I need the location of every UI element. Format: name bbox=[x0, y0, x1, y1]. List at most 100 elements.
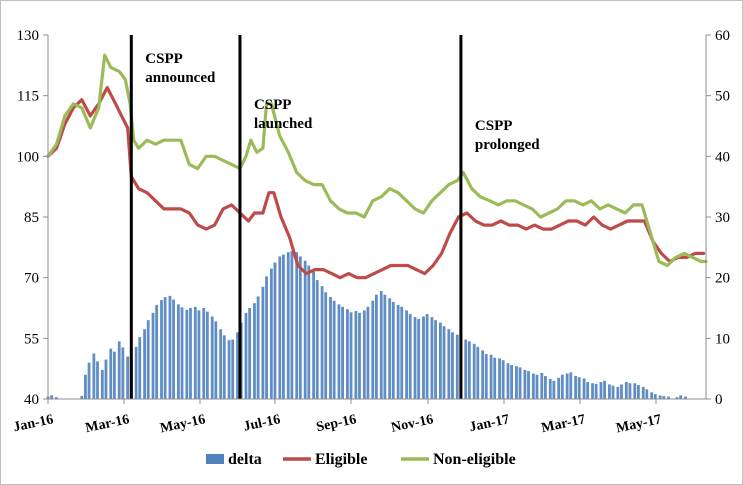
delta-bar bbox=[684, 396, 687, 399]
delta-bar bbox=[371, 300, 375, 399]
delta-bar bbox=[408, 314, 412, 399]
delta-bar bbox=[320, 286, 324, 399]
delta-bar bbox=[55, 397, 58, 399]
delta-bar bbox=[560, 374, 564, 399]
delta-bar bbox=[265, 276, 268, 399]
delta-bar bbox=[324, 292, 328, 399]
delta-bar bbox=[577, 377, 581, 399]
y-right-tick-label: 20 bbox=[715, 271, 730, 287]
delta-bar bbox=[591, 383, 594, 399]
delta-bar bbox=[286, 252, 290, 399]
delta-bar bbox=[616, 386, 620, 399]
delta-bar bbox=[138, 337, 142, 399]
delta-bar bbox=[527, 371, 530, 399]
delta-bar bbox=[586, 382, 590, 399]
delta-bar bbox=[658, 395, 662, 399]
delta-bar bbox=[628, 383, 632, 399]
delta-bar bbox=[388, 298, 392, 399]
x-tick-label: Jul-16 bbox=[242, 412, 282, 434]
delta-bar bbox=[603, 380, 606, 399]
legend: delta Eligible Non-eligible bbox=[206, 451, 516, 468]
delta-bar bbox=[498, 358, 501, 399]
delta-bar bbox=[163, 297, 167, 399]
delta-bar bbox=[675, 397, 679, 399]
delta-bar bbox=[219, 329, 223, 399]
delta-bar bbox=[329, 297, 332, 399]
delta-bar bbox=[594, 383, 598, 399]
delta-bar bbox=[346, 309, 349, 399]
delta-bar bbox=[455, 334, 459, 399]
delta-bar bbox=[667, 396, 670, 399]
y-left-tick-label: 115 bbox=[17, 89, 39, 105]
y-left-tick-label: 100 bbox=[17, 149, 40, 165]
annotation-text: launched bbox=[254, 116, 313, 132]
y-right-tick-label: 0 bbox=[715, 392, 723, 408]
delta-bar bbox=[341, 306, 344, 399]
delta-bar bbox=[205, 311, 209, 399]
delta-bar bbox=[599, 382, 603, 399]
delta-bar bbox=[315, 280, 319, 399]
x-tick-label: May-16 bbox=[159, 412, 207, 436]
delta-bar bbox=[375, 294, 378, 399]
delta-bar bbox=[396, 304, 400, 399]
delta-bar bbox=[467, 341, 471, 399]
delta-bar bbox=[650, 392, 654, 399]
x-tick-label: Mar-17 bbox=[540, 412, 587, 436]
delta-bar bbox=[476, 346, 480, 399]
delta-bar bbox=[151, 312, 155, 399]
delta-bar bbox=[113, 351, 116, 399]
delta-bar bbox=[87, 362, 91, 399]
x-tick-label: Jan-17 bbox=[468, 412, 511, 435]
legend-label-non-eligible: Non-eligible bbox=[433, 451, 516, 468]
delta-bar bbox=[109, 348, 113, 399]
delta-bar bbox=[430, 317, 434, 399]
delta-bar bbox=[253, 303, 256, 399]
delta-bar bbox=[510, 365, 514, 399]
delta-bar bbox=[104, 359, 108, 399]
annotation-text: CSPP bbox=[145, 51, 183, 67]
delta-bar bbox=[80, 395, 84, 399]
delta-bar bbox=[620, 384, 623, 399]
legend-label-eligible: Eligible bbox=[315, 451, 367, 468]
delta-bar bbox=[134, 346, 138, 399]
delta-bar bbox=[641, 386, 645, 399]
delta-bars bbox=[46, 250, 687, 399]
delta-bar bbox=[574, 375, 578, 399]
delta-bar bbox=[172, 299, 175, 399]
delta-bar bbox=[366, 306, 370, 399]
delta-bar bbox=[273, 262, 277, 399]
delta-bar bbox=[472, 343, 476, 399]
delta-bar bbox=[337, 304, 341, 399]
delta-bar bbox=[557, 377, 561, 399]
delta-bar bbox=[236, 332, 239, 399]
delta-bar bbox=[210, 316, 214, 399]
y-left-tick-label: 85 bbox=[24, 210, 39, 226]
delta-bar bbox=[143, 329, 146, 399]
delta-bar bbox=[608, 384, 611, 399]
delta-bar bbox=[168, 295, 172, 399]
delta-bar bbox=[269, 268, 273, 399]
delta-bar bbox=[422, 316, 425, 399]
delta-bar bbox=[515, 366, 518, 399]
delta-bar bbox=[231, 339, 235, 399]
delta-bar bbox=[493, 357, 497, 399]
delta-bar bbox=[180, 307, 184, 399]
delta-bar bbox=[256, 296, 260, 399]
delta-bar bbox=[633, 383, 637, 399]
y-left-tick-label: 40 bbox=[24, 392, 39, 408]
delta-bar bbox=[354, 311, 358, 399]
delta-bar bbox=[434, 320, 437, 399]
delta-bar bbox=[100, 369, 104, 399]
delta-bar bbox=[117, 341, 121, 399]
delta-bar bbox=[298, 256, 302, 399]
delta-bar bbox=[531, 373, 535, 399]
y-right-tick-label: 50 bbox=[715, 89, 730, 105]
x-tick-label: Sep-16 bbox=[315, 412, 358, 435]
x-tick-label: May-17 bbox=[615, 412, 663, 436]
delta-bar bbox=[222, 335, 226, 399]
x-tick-label: Nov-16 bbox=[390, 412, 435, 436]
delta-bar bbox=[227, 340, 231, 399]
delta-bar bbox=[146, 320, 150, 399]
delta-bar bbox=[307, 265, 311, 399]
